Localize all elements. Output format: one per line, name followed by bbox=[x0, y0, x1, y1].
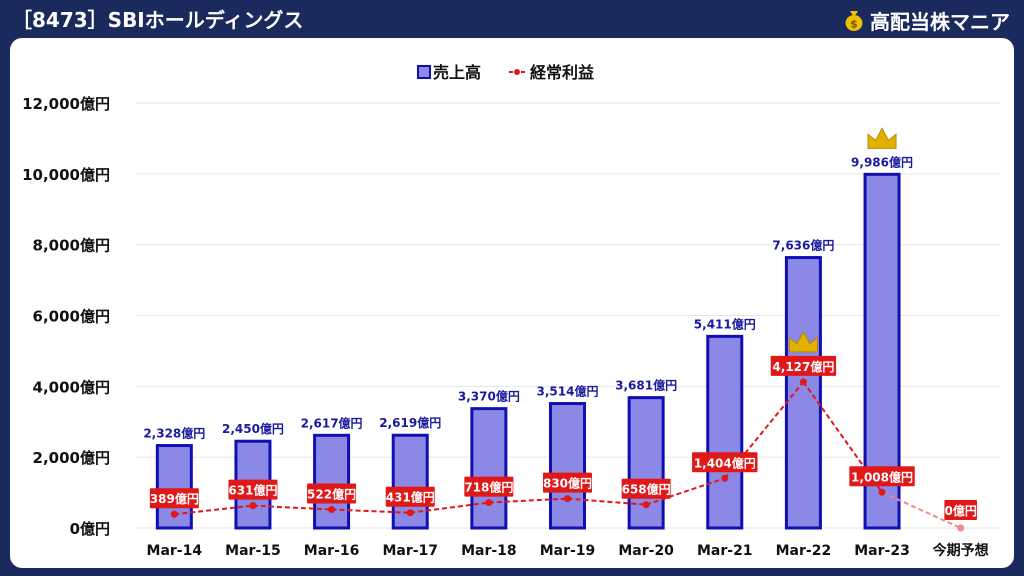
profit-line-segment bbox=[488, 497, 568, 504]
sales-data-label: 2,328億円 bbox=[143, 426, 205, 441]
legend-line-marker bbox=[514, 69, 520, 75]
profit-point bbox=[564, 495, 571, 503]
profit-point bbox=[170, 510, 178, 518]
profit-line-segment bbox=[645, 477, 726, 506]
profit-point bbox=[878, 488, 886, 496]
profit-data-label: 0億円 bbox=[945, 503, 977, 518]
x-tick-label: Mar-19 bbox=[540, 543, 596, 559]
y-tick-label: 2,000億円 bbox=[33, 449, 110, 467]
profit-label-box bbox=[944, 500, 977, 520]
sales-data-label: 2,617億円 bbox=[301, 415, 363, 430]
profit-data-label: 830億円 bbox=[543, 476, 592, 491]
legend-sales-label: 売上高 bbox=[433, 63, 481, 82]
profit-line-segment bbox=[331, 508, 411, 514]
profit-data-label: 522億円 bbox=[307, 487, 356, 502]
sales-data-label: 3,514億円 bbox=[537, 384, 599, 399]
page-title: ［8473］SBIホールディングス bbox=[12, 8, 304, 32]
y-tick-label: 12,000億円 bbox=[22, 95, 110, 113]
profit-label-box bbox=[849, 466, 915, 487]
legend-profit-label: 経常利益 bbox=[530, 63, 594, 82]
profit-label-box bbox=[770, 355, 837, 376]
profit-line-segment bbox=[174, 504, 254, 516]
x-tick-label: 今期予想 bbox=[932, 542, 989, 559]
brand-logo: $ 高配当株マニア bbox=[842, 4, 1010, 36]
profit-line-segment bbox=[881, 491, 962, 529]
x-tick-label: Mar-16 bbox=[304, 543, 360, 559]
sales-data-label: 2,619億円 bbox=[379, 415, 441, 430]
x-tick-label: Mar-18 bbox=[461, 543, 517, 559]
profit-data-label: 431億円 bbox=[386, 490, 435, 505]
profit-point bbox=[328, 506, 336, 514]
profit-label-box bbox=[543, 472, 592, 493]
profit-label-box bbox=[621, 478, 671, 499]
profit-data-label: 658億円 bbox=[622, 482, 671, 497]
profit-data-label: 389億円 bbox=[150, 491, 199, 506]
x-tick-label: Mar-17 bbox=[382, 543, 438, 559]
y-tick-label: 0億円 bbox=[70, 520, 110, 538]
sales-data-label: 3,370億円 bbox=[458, 389, 520, 404]
sales-bar bbox=[784, 256, 822, 530]
profit-point bbox=[485, 499, 493, 507]
profit-line-segment bbox=[410, 501, 489, 514]
y-tick-label: 6,000億円 bbox=[33, 308, 110, 326]
x-tick-label: Mar-20 bbox=[618, 543, 674, 559]
crown-icon bbox=[788, 330, 818, 353]
profit-data-label: 1,404億円 bbox=[694, 455, 756, 470]
profit-point bbox=[406, 509, 414, 517]
profit-label-box bbox=[464, 476, 514, 497]
x-tick-label: Mar-22 bbox=[776, 543, 832, 559]
sales-data-label: 3,681億円 bbox=[615, 378, 677, 393]
x-tick-label: Mar-21 bbox=[697, 543, 753, 559]
profit-line-segment bbox=[567, 497, 647, 506]
x-tick-label: Mar-23 bbox=[854, 543, 910, 559]
profit-label-box bbox=[307, 483, 357, 504]
sales-bar bbox=[627, 396, 665, 530]
brand-name: 高配当株マニア bbox=[870, 9, 1010, 34]
sales-bar bbox=[313, 433, 351, 530]
y-tick-label: 4,000億円 bbox=[33, 378, 110, 396]
profit-label-box bbox=[692, 452, 758, 473]
sales-data-label: 5,411億円 bbox=[694, 316, 756, 331]
sales-bar bbox=[470, 407, 508, 530]
money-bag-icon: $ bbox=[845, 11, 863, 31]
profit-point bbox=[642, 501, 650, 509]
profit-point bbox=[721, 474, 729, 482]
sales-bar bbox=[549, 402, 586, 530]
profit-data-label: 718億円 bbox=[464, 480, 513, 495]
y-tick-label: 8,000億円 bbox=[33, 237, 110, 255]
legend-bar-swatch bbox=[417, 65, 431, 79]
x-tick-label: Mar-15 bbox=[225, 543, 281, 559]
sales-data-label: 2,450億円 bbox=[222, 421, 284, 436]
x-tick-label: Mar-14 bbox=[147, 543, 203, 559]
profit-point bbox=[249, 502, 257, 510]
profit-label-box bbox=[385, 486, 435, 507]
sales-bar bbox=[155, 444, 193, 530]
sales-bar bbox=[706, 334, 744, 530]
y-tick-label: 10,000億円 bbox=[22, 166, 110, 184]
crown-icon bbox=[867, 127, 897, 149]
profit-line-segment bbox=[252, 504, 332, 511]
profit-label-box bbox=[149, 488, 199, 509]
profit-point bbox=[957, 524, 965, 532]
profit-data-label: 4,127億円 bbox=[772, 359, 834, 374]
profit-label-box bbox=[228, 479, 278, 500]
sales-data-label: 9,986億円 bbox=[851, 154, 913, 169]
profit-data-label: 631億円 bbox=[228, 483, 277, 498]
profit-data-label: 1,008億円 bbox=[851, 469, 913, 484]
svg-text:$: $ bbox=[850, 18, 858, 31]
sales-data-label: 7,636億円 bbox=[772, 238, 834, 253]
profit-point bbox=[799, 378, 807, 386]
